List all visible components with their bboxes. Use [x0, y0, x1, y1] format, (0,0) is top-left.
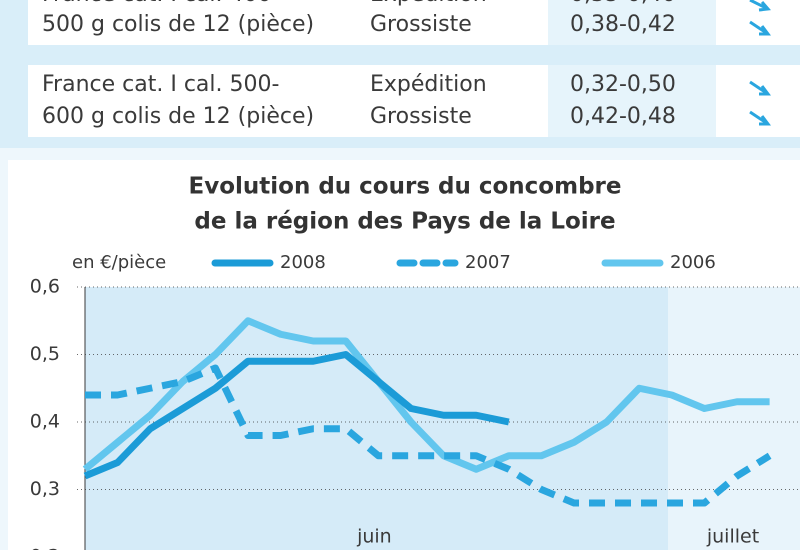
series-line: [85, 364, 772, 507]
stage-text: Expédition: [370, 72, 487, 97]
july-band: [668, 287, 800, 550]
product-text: France cat. I cal. 400-: [42, 0, 279, 7]
trend-arrows: [749, 0, 771, 126]
chart-title: de la région des Pays de la Loire: [194, 209, 615, 235]
price-text: 0,32-0,50: [570, 72, 676, 97]
x-tick-label: juin: [356, 526, 392, 548]
y-tick-label: 0,2: [30, 546, 60, 550]
y-tick-label: 0,4: [30, 411, 60, 433]
stage-text: Expédition: [370, 0, 487, 7]
price-cell: [548, 0, 716, 45]
price-text: 0,38-0,42: [570, 12, 676, 37]
stage-text: Grossiste: [370, 12, 472, 37]
price-text: 0,42-0,48: [570, 104, 676, 129]
product-text: 600 g colis de 12 (pièce): [42, 104, 314, 129]
product-text: 500 g colis de 12 (pièce): [42, 12, 314, 37]
legend-label: 2008: [280, 252, 326, 273]
stage-text: Grossiste: [370, 104, 472, 129]
price-text: 0,35-0,40: [570, 0, 676, 7]
series-line: [82, 317, 770, 473]
y-tick-label: 0,3: [30, 478, 60, 500]
legend-label: 2007: [465, 252, 511, 273]
y-tick-label: 0,6: [30, 276, 60, 298]
series-line: [83, 351, 510, 480]
legend-label: 2006: [670, 252, 716, 273]
chart-title: Evolution du cours du concombre: [189, 174, 622, 200]
product-text: France cat. I cal. 500-: [42, 72, 279, 97]
x-tick-label: juillet: [706, 526, 759, 548]
y-tick-label: 0,5: [30, 343, 60, 365]
price-cell: [548, 65, 716, 137]
y-axis-label: en €/pièce: [72, 252, 166, 273]
